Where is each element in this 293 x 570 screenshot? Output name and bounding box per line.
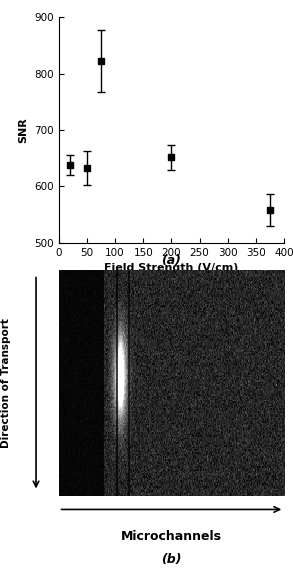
Text: Direction of Transport: Direction of Transport [1,318,11,448]
Text: (a): (a) [161,254,181,267]
X-axis label: Field Strength (V/cm): Field Strength (V/cm) [104,263,239,274]
Y-axis label: SNR: SNR [18,117,28,143]
Text: Microchannels: Microchannels [121,530,222,543]
Text: (b): (b) [161,553,182,566]
